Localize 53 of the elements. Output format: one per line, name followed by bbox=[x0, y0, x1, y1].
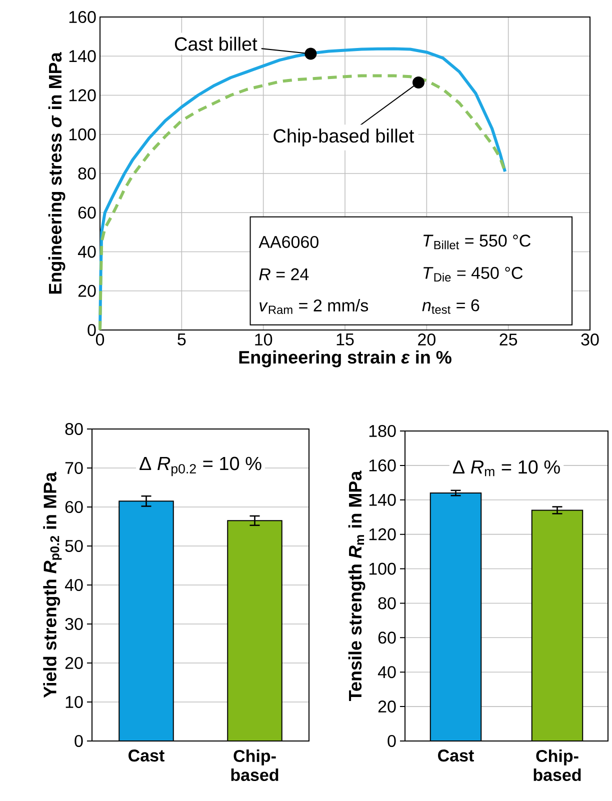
annotation: Δ R$_{m}$ = 10 % bbox=[452, 460, 560, 476]
y-tick-label: 20 bbox=[378, 700, 396, 713]
annotation: R = 24 bbox=[259, 268, 309, 280]
x-tick-label: 15 bbox=[336, 334, 354, 346]
y-tick-label: 80 bbox=[378, 597, 396, 610]
y-tick-label: 140 bbox=[369, 494, 396, 506]
y-tick-label: 30 bbox=[65, 618, 83, 630]
y-tick-label: 80 bbox=[65, 422, 83, 436]
x-tick-label: 10 bbox=[255, 334, 272, 346]
y-tick-label: 100 bbox=[369, 562, 396, 575]
y-tick-label: 0 bbox=[388, 734, 396, 748]
y-axis-title: Engineering stress σ in MPa bbox=[48, 52, 66, 294]
y-tick-label: 180 bbox=[369, 424, 396, 438]
x-tick-label: 5 bbox=[178, 334, 186, 346]
annotation: Chip-based billet bbox=[274, 128, 414, 146]
y-tick-label: 20 bbox=[65, 656, 83, 670]
y-tick-label: 120 bbox=[69, 89, 96, 102]
y-tick-label: 40 bbox=[64, 578, 83, 592]
annotation: Cast billet bbox=[174, 36, 258, 51]
annotation: T$_{Die}$ = 450 °C bbox=[423, 266, 523, 282]
y-axis-title: Tensile strength R$_{m}$ in MPa bbox=[348, 470, 366, 701]
y-tick-label: 120 bbox=[369, 528, 396, 540]
y-tick-label: 70 bbox=[65, 462, 83, 474]
x-tick-label: 30 bbox=[581, 334, 599, 346]
x-axis-title: Engineering strain ε in % bbox=[239, 350, 452, 368]
y-tick-label: 140 bbox=[69, 50, 96, 62]
y-tick-label: 160 bbox=[69, 10, 96, 24]
y-tick-label: 160 bbox=[369, 459, 396, 472]
y-axis-title: Yield strength R$_{p0.2}$ in MPa bbox=[43, 472, 62, 698]
x-tick-label: 25 bbox=[500, 334, 518, 346]
annotation: n$_{test}$ = 6 bbox=[422, 299, 480, 314]
y-tick-label: 20 bbox=[78, 284, 96, 297]
y-tick-label: 80 bbox=[78, 167, 96, 180]
y-tick-label: 0 bbox=[88, 324, 96, 336]
annotation: v$_{Ram}$ = 2 mm/s bbox=[260, 299, 368, 314]
y-tick-label: 50 bbox=[65, 540, 83, 552]
x-tick-label: Chip-based bbox=[231, 750, 278, 782]
x-tick-label: Chip-based bbox=[534, 750, 581, 782]
x-tick-label: 20 bbox=[418, 334, 436, 346]
x-tick-label: Cast bbox=[128, 750, 164, 762]
y-tick-label: 10 bbox=[66, 696, 83, 708]
annotation: AA6060 bbox=[258, 236, 318, 248]
y-tick-label: 0 bbox=[74, 734, 83, 748]
y-tick-label: 100 bbox=[69, 128, 96, 140]
annotation: T$_{Billet}$ = 550 °C bbox=[423, 234, 531, 250]
annotation: Δ R$_{p0.2}$ = 10 % bbox=[140, 456, 262, 476]
x-tick-label: Cast bbox=[438, 750, 474, 762]
y-tick-label: 60 bbox=[65, 500, 83, 514]
y-tick-label: 60 bbox=[78, 206, 96, 219]
x-tick-label: 0 bbox=[96, 334, 104, 346]
y-tick-label: 40 bbox=[378, 666, 396, 678]
y-tick-label: 60 bbox=[378, 632, 396, 644]
y-tick-label: 40 bbox=[78, 246, 96, 258]
